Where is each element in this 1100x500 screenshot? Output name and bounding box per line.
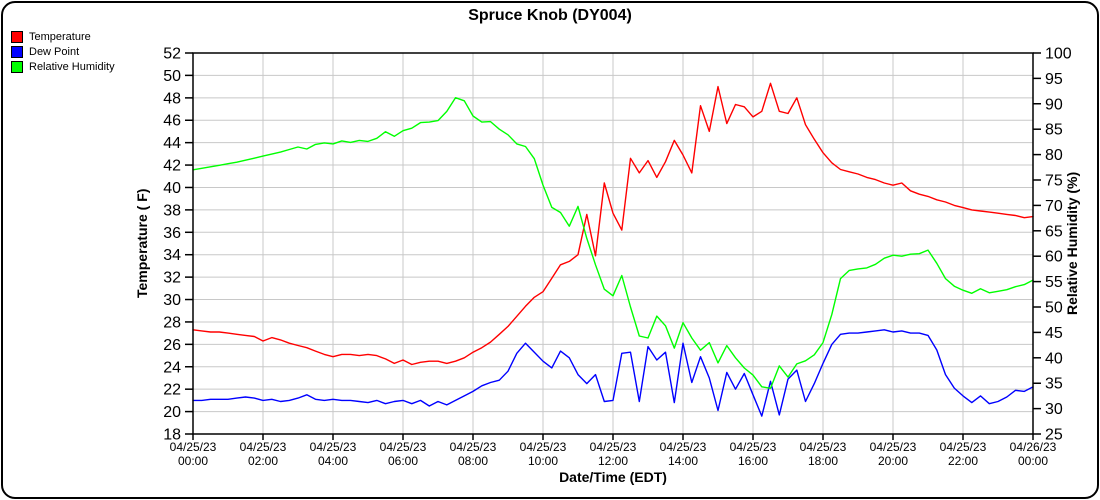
x-tick-label-time: 22:00 [948,454,978,468]
x-tick-label-date: 04/25/23 [730,440,777,454]
x-tick-label-time: 10:00 [528,454,558,468]
right-tick-label: 30 [1045,401,1063,418]
x-tick-label-time: 18:00 [808,454,838,468]
x-tick-label-time: 06:00 [388,454,418,468]
right-tick-label: 50 [1045,300,1063,317]
right-tick-label: 85 [1045,122,1063,139]
left-tick-label: 34 [163,247,181,264]
x-tick-label-date: 04/25/23 [240,440,287,454]
left-tick-label: 20 [163,404,181,421]
right-tick-label: 35 [1045,376,1063,393]
x-tick-label-time: 00:00 [1018,454,1048,468]
x-tick-label-date: 04/25/23 [870,440,917,454]
legend: Temperature Dew Point Relative Humidity [11,29,115,74]
x-tick-label-time: 16:00 [738,454,768,468]
temperature-swatch-icon [11,30,23,43]
x-tick-label-date: 04/25/23 [590,440,637,454]
legend-label-dew-point: Dew Point [29,45,80,58]
legend-item-relative-humidity: Relative Humidity [11,59,115,74]
x-tick-label-date: 04/25/23 [800,440,847,454]
chart-title: Spruce Knob (DY004) [468,7,632,24]
x-tick-label-time: 14:00 [668,454,698,468]
x-tick-label-time: 04:00 [318,454,348,468]
left-tick-label: 22 [163,382,181,399]
x-tick-label-time: 20:00 [878,454,908,468]
left-tick-label: 38 [163,202,181,219]
right-tick-label: 95 [1045,71,1063,88]
x-tick-label-time: 12:00 [598,454,628,468]
right-tick-label: 55 [1045,274,1063,291]
left-tick-label: 36 [163,225,181,242]
dew-point-swatch-icon [11,45,23,58]
x-tick-label-time: 08:00 [458,454,488,468]
left-tick-label: 18 [163,427,181,444]
right-tick-label: 65 [1045,223,1063,240]
relative-humidity-swatch-icon [11,60,23,73]
right-tick-label: 75 [1045,173,1063,190]
left-tick-label: 30 [163,292,181,309]
left-tick-label: 26 [163,337,181,354]
legend-label-relative-humidity: Relative Humidity [29,60,115,73]
left-tick-label: 24 [163,359,181,376]
x-tick-label-time: 00:00 [178,454,208,468]
left-tick-label: 42 [163,158,181,175]
x-tick-label-date: 04/25/23 [940,440,987,454]
left-tick-label: 40 [163,180,181,197]
left-tick-label: 32 [163,270,181,287]
x-tick-label-time: 02:00 [248,454,278,468]
right-tick-label: 45 [1045,325,1063,342]
relative-humidity-line [192,96,1034,389]
left-tick-label: 52 [163,46,181,63]
x-tick-label-date: 04/25/23 [660,440,707,454]
left-tick-label: 46 [163,113,181,130]
dew-point-line [192,329,1034,417]
x-tick-label-date: 04/25/23 [450,440,497,454]
right-tick-label: 70 [1045,198,1063,215]
right-tick-label: 40 [1045,350,1063,367]
x-tick-label-date: 04/25/23 [380,440,427,454]
right-tick-label: 100 [1045,46,1072,63]
x-tick-label-date: 04/25/23 [310,440,357,454]
x-tick-label-date: 04/25/23 [170,440,217,454]
x-tick-label-date: 04/26/23 [1010,440,1057,454]
x-axis-label: Date/Time (EDT) [559,469,667,485]
x-tick-label-date: 04/25/23 [520,440,567,454]
right-tick-label: 80 [1045,147,1063,164]
right-tick-label: 90 [1045,96,1063,113]
plot-area: 52 50 48 46 44 42 40 38 36 34 32 30 28 26 24 22 20 18 100 9… [163,46,1072,469]
left-tick-label: 50 [163,68,181,85]
right-tick-label: 60 [1045,249,1063,266]
left-tick-label: 48 [163,90,181,107]
right-tick-label: 25 [1045,427,1063,444]
legend-item-dew-point: Dew Point [11,44,115,59]
legend-label-temperature: Temperature [29,30,91,43]
temperature-line [192,82,1034,366]
left-tick-label: 44 [163,135,181,152]
legend-item-temperature: Temperature [11,29,115,44]
left-tick-label: 28 [163,314,181,331]
